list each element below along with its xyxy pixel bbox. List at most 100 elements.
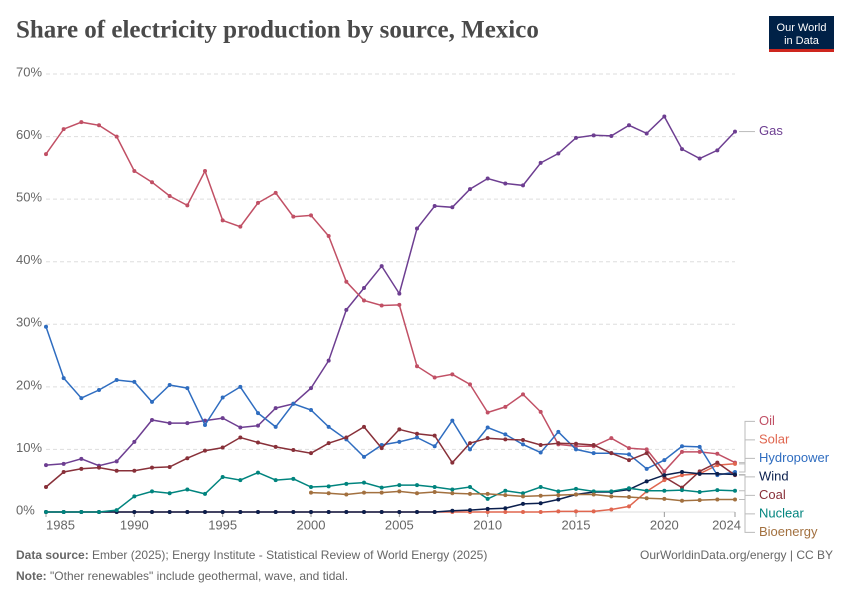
label-connector [739, 498, 755, 533]
data-point [574, 447, 578, 452]
data-point [397, 510, 402, 514]
data-point [733, 497, 737, 502]
data-point [238, 384, 243, 389]
data-point [362, 298, 366, 303]
data-point [326, 484, 331, 489]
data-point [44, 484, 48, 489]
data-point [432, 204, 437, 209]
data-point [397, 489, 402, 494]
data-point [485, 506, 490, 511]
data-point [503, 404, 508, 409]
data-point [432, 484, 437, 489]
data-point [591, 492, 596, 497]
data-point [44, 463, 48, 468]
data-point [167, 491, 172, 496]
data-point [574, 486, 578, 491]
data-point [79, 120, 84, 125]
data-point [256, 423, 260, 428]
data-point [220, 416, 225, 421]
legend-label: Oil [759, 413, 775, 428]
data-point [150, 489, 154, 494]
data-point [503, 510, 508, 514]
data-point [697, 471, 702, 476]
data-point [574, 509, 578, 514]
data-point [309, 484, 313, 489]
y-tick-label: 40% [16, 252, 42, 267]
note: Note: "Other renewables" include geother… [16, 569, 348, 583]
data-point [344, 307, 349, 312]
data-point [538, 493, 543, 498]
data-point [538, 510, 543, 514]
data-point [379, 510, 384, 514]
data-point [61, 376, 66, 381]
data-point [220, 510, 225, 514]
data-point [485, 176, 490, 181]
data-point [238, 224, 243, 229]
data-point [538, 501, 543, 506]
data-point [662, 473, 667, 478]
series-line [45, 425, 736, 489]
source: Data source: Ember (2025); Energy Instit… [16, 548, 487, 562]
data-point [415, 435, 419, 440]
data-point [362, 480, 366, 485]
series-line [45, 326, 736, 476]
data-point [556, 497, 561, 502]
data-point [132, 468, 137, 473]
data-point [415, 226, 419, 231]
data-point [485, 510, 490, 514]
data-point [556, 493, 561, 498]
data-point [432, 444, 437, 449]
data-point [609, 489, 614, 494]
data-point [185, 421, 190, 426]
data-point [609, 451, 614, 456]
data-point [238, 425, 243, 430]
data-point [415, 431, 419, 436]
legend-label: Hydropower [759, 450, 830, 465]
data-point [485, 491, 490, 496]
data-point [591, 451, 596, 456]
data-point [326, 441, 331, 446]
data-point [697, 444, 702, 449]
series-line [45, 115, 736, 467]
data-point [362, 510, 366, 514]
data-point [344, 492, 349, 497]
data-point [591, 489, 596, 494]
data-point [309, 408, 313, 413]
data-point [362, 285, 366, 290]
data-point [114, 468, 119, 473]
data-point [344, 481, 349, 486]
data-point [450, 508, 455, 513]
data-point [644, 447, 649, 452]
data-point [379, 303, 384, 308]
y-tick-label: 70% [16, 64, 42, 79]
data-point [309, 386, 313, 391]
data-point [114, 508, 119, 513]
data-point [468, 382, 472, 387]
data-point [273, 190, 278, 195]
data-point [309, 451, 313, 456]
data-point [203, 423, 207, 428]
data-point [733, 129, 737, 134]
data-point [450, 491, 455, 496]
y-tick-label: 10% [16, 440, 42, 455]
data-point [397, 302, 402, 307]
data-point [185, 510, 190, 514]
note-label: Note: [16, 569, 47, 583]
data-point [114, 459, 119, 464]
data-point [44, 324, 48, 329]
data-point [485, 496, 490, 501]
data-point [468, 441, 472, 446]
data-point [97, 123, 101, 128]
data-point [609, 133, 614, 138]
data-point [150, 399, 154, 404]
data-point [697, 498, 702, 503]
data-point [167, 382, 172, 387]
legend-label: Wind [759, 468, 789, 483]
data-point [203, 168, 207, 173]
data-point [397, 483, 402, 488]
data-point [521, 510, 525, 514]
x-tick-label: 2015 [562, 517, 591, 532]
x-tick-label: 2010 [473, 517, 502, 532]
label-connector [739, 490, 755, 515]
data-point [432, 510, 437, 514]
